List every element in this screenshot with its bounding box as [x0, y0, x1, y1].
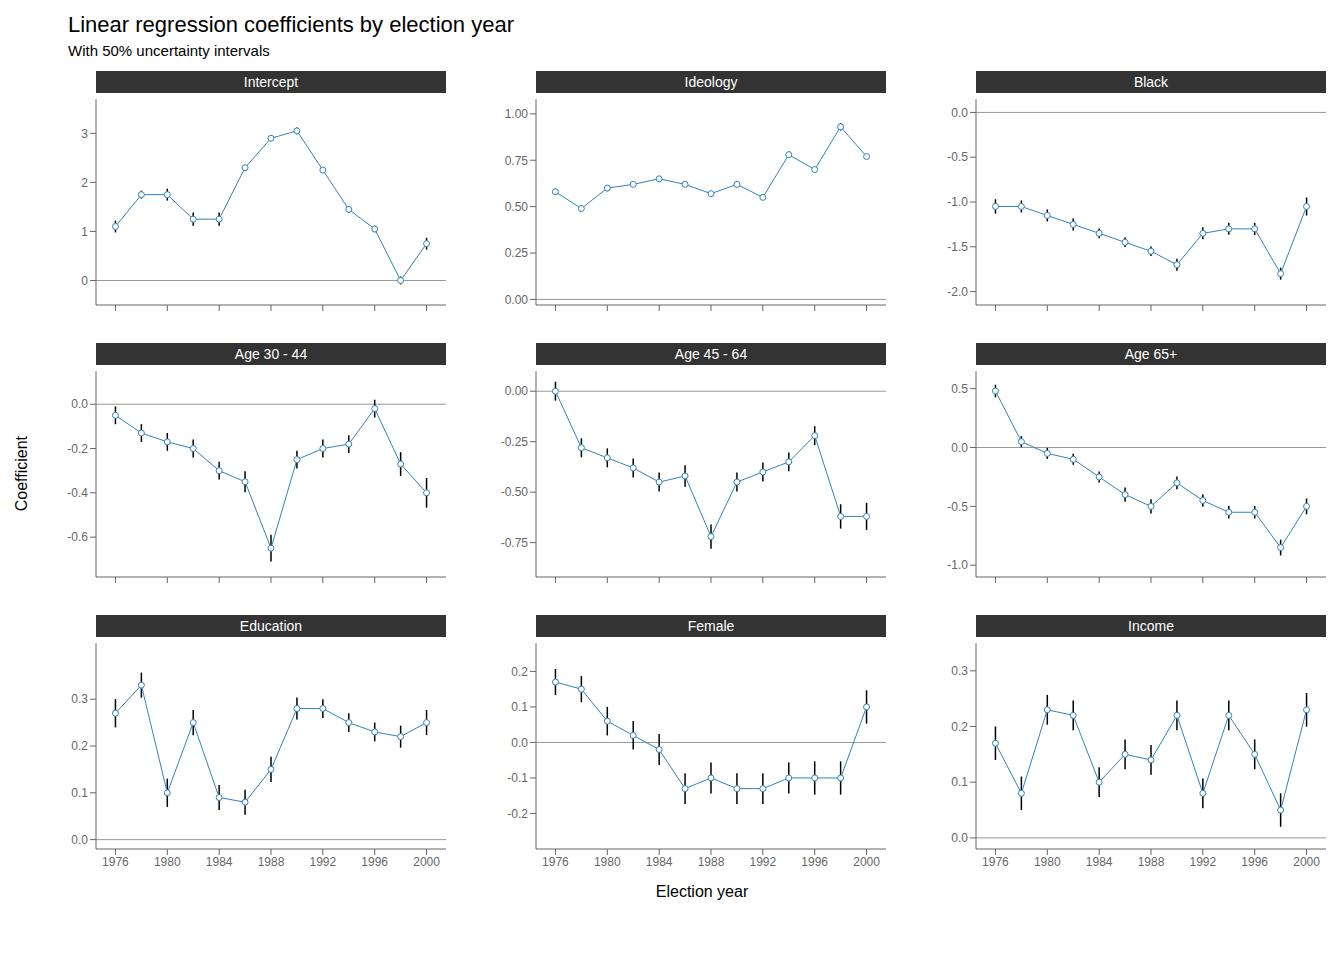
svg-text:0.2: 0.2 [951, 720, 968, 734]
html-text:Election year: Election year [655, 883, 749, 900]
svg-text:0.00: 0.00 [505, 293, 529, 307]
svg-text:-0.1: -0.1 [507, 771, 528, 785]
svg-text:-1.0: -1.0 [947, 558, 968, 572]
html-text:Linear regression coefficients: Linear regression coefficients by electi… [68, 12, 514, 37]
svg-text:-0.2: -0.2 [507, 807, 528, 821]
svg-text:1984: 1984 [206, 855, 233, 869]
svg-text:0.1: 0.1 [951, 775, 968, 789]
svg-text:1996: 1996 [361, 855, 388, 869]
svg-text:3: 3 [81, 127, 88, 141]
svg-text:0.0: 0.0 [951, 441, 968, 455]
svg-text:2000: 2000 [1293, 855, 1320, 869]
svg-text:-0.5: -0.5 [947, 500, 968, 514]
svg-text:1976: 1976 [542, 855, 569, 869]
svg-text:0.50: 0.50 [505, 200, 529, 214]
svg-text:1996: 1996 [801, 855, 828, 869]
svg-text:0.3: 0.3 [951, 664, 968, 678]
svg-text:-0.5: -0.5 [947, 150, 968, 164]
svg-text:0.0: 0.0 [951, 831, 968, 845]
svg-text:1988: 1988 [1138, 855, 1165, 869]
svg-text:1976: 1976 [982, 855, 1009, 869]
svg-text:0.0: 0.0 [951, 106, 968, 120]
svg-text:2000: 2000 [853, 855, 880, 869]
html-text:Black: Black [1133, 74, 1169, 90]
svg-text:-0.50: -0.50 [501, 485, 529, 499]
svg-text:0.75: 0.75 [505, 154, 529, 168]
svg-text:0.0: 0.0 [71, 397, 88, 411]
html-text:With 50% uncertainty intervals: With 50% uncertainty intervals [68, 42, 270, 59]
svg-text:0.3: 0.3 [71, 692, 88, 706]
svg-text:0.0: 0.0 [511, 736, 528, 750]
html-text:Age 45 - 64: Age 45 - 64 [674, 346, 748, 362]
html-text:Age 65+: Age 65+ [1124, 346, 1178, 362]
svg-text:0.5: 0.5 [951, 382, 968, 396]
svg-text:-0.6: -0.6 [67, 530, 88, 544]
svg-text:-1.0: -1.0 [947, 195, 968, 209]
svg-text:1988: 1988 [698, 855, 725, 869]
svg-text:0.1: 0.1 [71, 786, 88, 800]
svg-text:1988: 1988 [258, 855, 285, 869]
svg-text:1980: 1980 [154, 855, 181, 869]
svg-text:2: 2 [81, 176, 88, 190]
svg-text:-0.25: -0.25 [501, 435, 529, 449]
svg-text:1984: 1984 [1086, 855, 1113, 869]
svg-text:0.00: 0.00 [505, 384, 529, 398]
svg-text:1992: 1992 [1190, 855, 1217, 869]
html-text:Ideology: Ideology [684, 74, 738, 90]
svg-text:-1.5: -1.5 [947, 240, 968, 254]
html-text:Income: Income [1128, 618, 1174, 634]
svg-text:1980: 1980 [594, 855, 621, 869]
svg-text:1980: 1980 [1034, 855, 1061, 869]
svg-text:-0.75: -0.75 [501, 536, 529, 550]
svg-text:0.25: 0.25 [505, 246, 529, 260]
svg-text:-0.2: -0.2 [67, 442, 88, 456]
html-text:Age 30 - 44: Age 30 - 44 [234, 346, 308, 362]
svg-text:1.00: 1.00 [505, 107, 529, 121]
svg-text:1992: 1992 [750, 855, 777, 869]
svg-text:0.0: 0.0 [71, 833, 88, 847]
svg-text:1984: 1984 [646, 855, 673, 869]
svg-text:-2.0: -2.0 [947, 285, 968, 299]
svg-text:2000: 2000 [413, 855, 440, 869]
svg-text:1976: 1976 [102, 855, 129, 869]
html-text:Female: Female [687, 618, 735, 634]
svg-text:-0.4: -0.4 [67, 486, 88, 500]
svg-text:0: 0 [81, 274, 88, 288]
svg-text:1996: 1996 [1241, 855, 1268, 869]
svg-text:0.2: 0.2 [511, 665, 528, 679]
svg-text:0.1: 0.1 [511, 700, 528, 714]
svg-text:1992: 1992 [310, 855, 337, 869]
html-text:Intercept: Intercept [243, 74, 299, 90]
svg-text:0.2: 0.2 [71, 739, 88, 753]
html-text:Coefficient: Coefficient [13, 436, 30, 512]
svg-text:1: 1 [81, 225, 88, 239]
html-text:Education: Education [239, 618, 303, 634]
